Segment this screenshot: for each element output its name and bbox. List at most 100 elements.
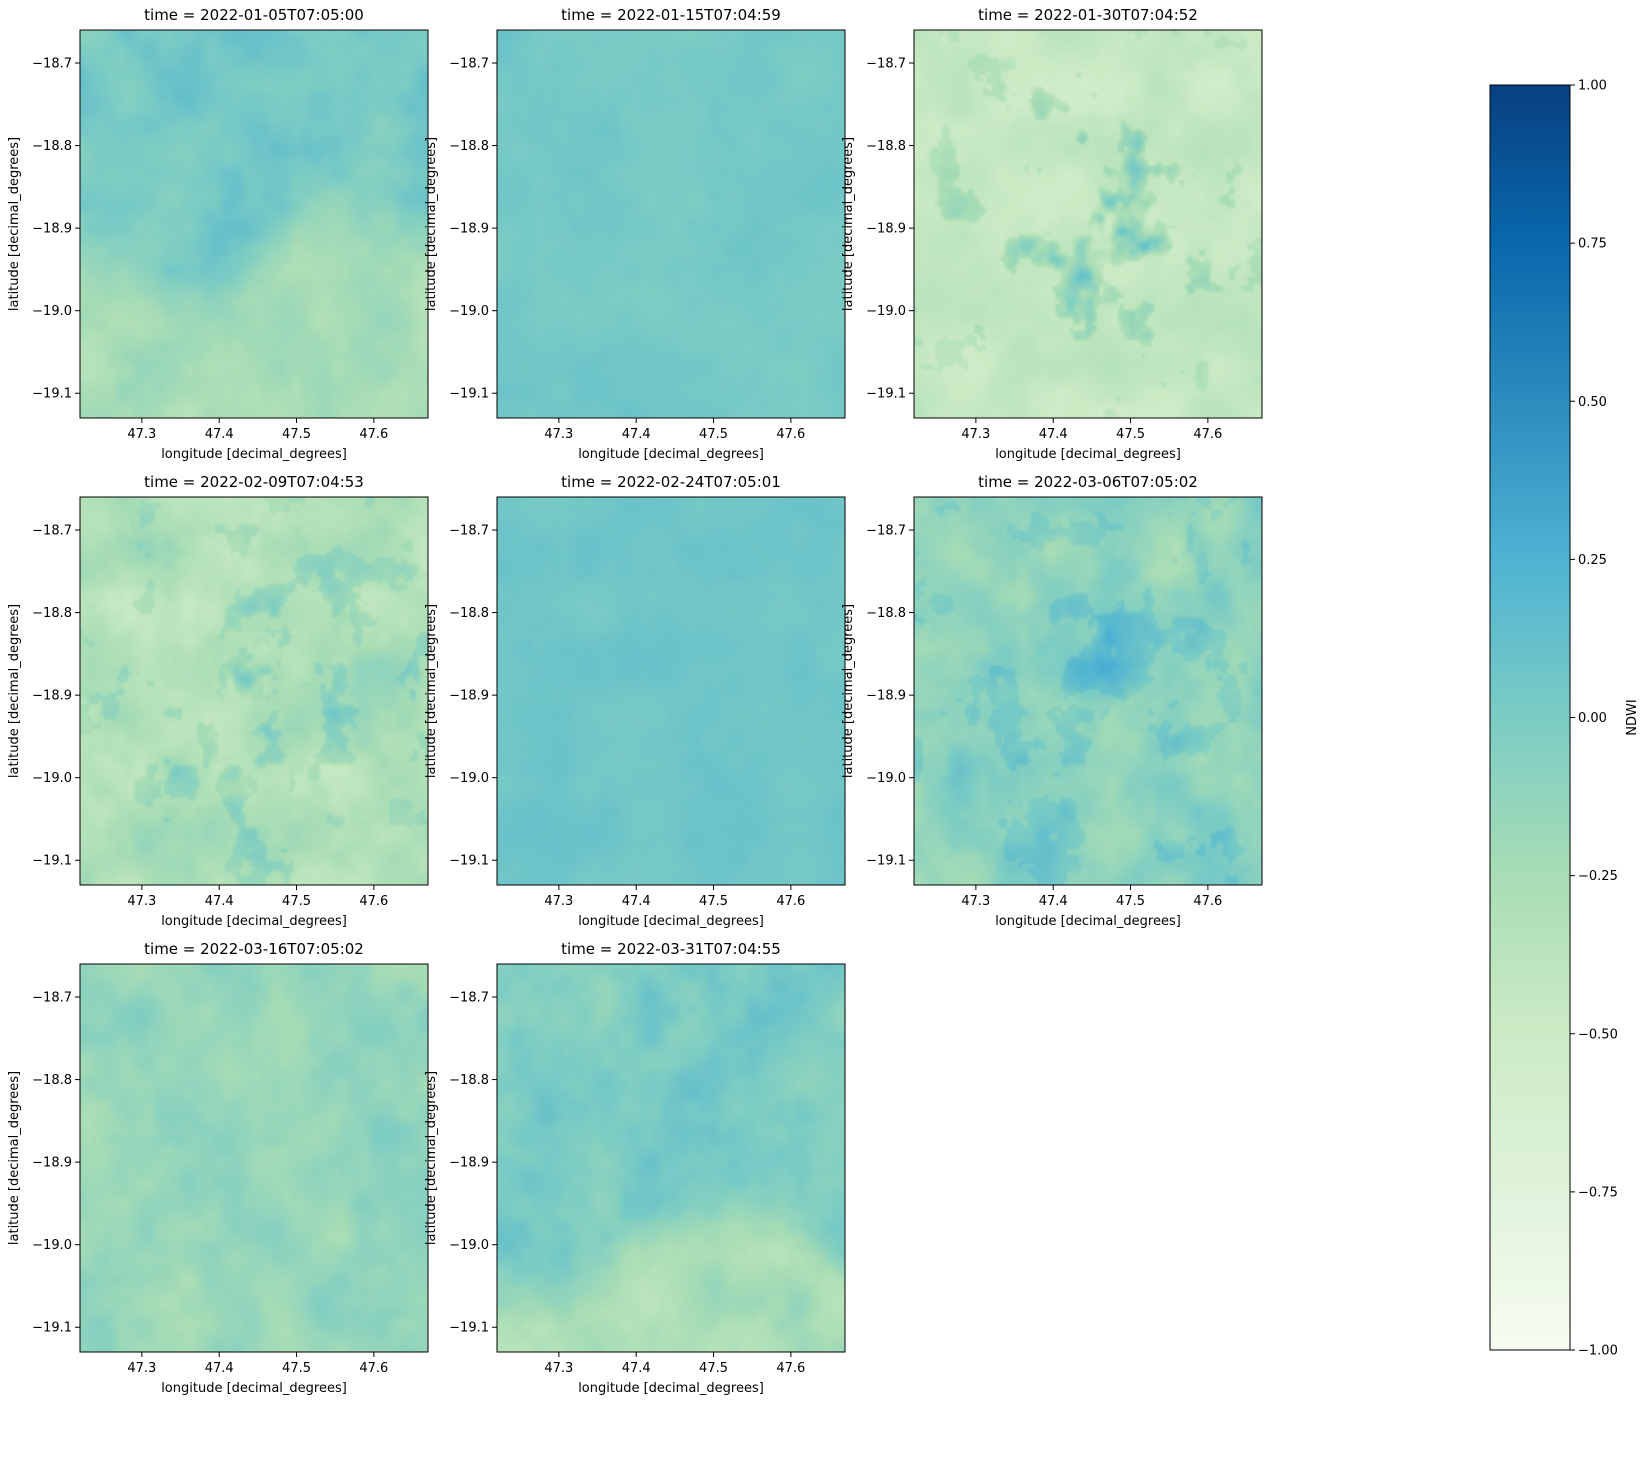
y-tick-label: −18.8: [449, 139, 489, 154]
x-tick-label: 47.5: [699, 1361, 728, 1376]
x-axis-label: longitude [decimal_degrees]: [578, 1381, 764, 1396]
y-tick-label: −18.8: [866, 139, 906, 154]
plot-frame: [79, 963, 429, 1353]
y-axis-label: latitude [decimal_degrees]: [424, 604, 439, 778]
y-tick-label: −18.8: [449, 1073, 489, 1088]
ndwi-raster: [914, 497, 1262, 885]
y-tick-label: −18.7: [866, 57, 906, 72]
x-tick-label: 47.4: [1039, 894, 1068, 909]
plot-frame: [496, 496, 846, 886]
y-axis-label: latitude [decimal_degrees]: [424, 1071, 439, 1245]
x-tick-label: 47.6: [776, 894, 805, 909]
y-axis-label: latitude [decimal_degrees]: [841, 604, 856, 778]
y-tick-label: −19.0: [449, 1238, 489, 1253]
x-tick-label: 47.5: [1116, 894, 1145, 909]
x-axis-label: longitude [decimal_degrees]: [161, 914, 347, 929]
x-tick-label: 47.5: [282, 427, 311, 442]
colorbar-label: NDWI: [1625, 699, 1640, 735]
y-tick-label: −18.9: [32, 1156, 72, 1171]
y-tick-label: −19.1: [449, 1321, 489, 1336]
y-tick-label: −18.8: [32, 1073, 72, 1088]
y-tick-label: −18.7: [32, 57, 72, 72]
panel-title: time = 2022-01-15T07:04:59: [561, 6, 781, 24]
x-axis-label: longitude [decimal_degrees]: [995, 914, 1181, 929]
x-axis-label: longitude [decimal_degrees]: [578, 447, 764, 462]
y-tick-label: −19.0: [32, 771, 72, 786]
panel: time = 2022-01-05T07:05:00 47.3 47.4 47.5 47…: [7, 6, 429, 462]
x-tick-label: 47.4: [205, 427, 234, 442]
y-tick-label: −19.0: [866, 304, 906, 319]
x-tick-label: 47.6: [359, 1361, 388, 1376]
y-axis-label: latitude [decimal_degrees]: [7, 137, 22, 311]
x-tick-label: 47.3: [961, 894, 990, 909]
y-tick-label: −19.1: [32, 1321, 72, 1336]
panel-title: time = 2022-02-24T07:05:01: [561, 473, 781, 491]
y-tick-label: −19.1: [32, 387, 72, 402]
x-tick-label: 47.3: [544, 427, 573, 442]
y-tick-label: −19.0: [449, 304, 489, 319]
panel-title: time = 2022-01-30T07:04:52: [978, 6, 1198, 24]
y-tick-label: −18.7: [449, 57, 489, 72]
y-axis-label: latitude [decimal_degrees]: [841, 137, 856, 311]
y-tick-label: −18.9: [449, 689, 489, 704]
panel-grid: time = 2022-01-05T07:05:00 47.3 47.4 47.5 47…: [7, 6, 1263, 1396]
ndwi-raster: [497, 964, 845, 1352]
panel-title: time = 2022-01-05T07:05:00: [144, 6, 364, 24]
y-tick-label: −18.7: [866, 524, 906, 539]
colorbar-tick-label: 0.25: [1578, 553, 1607, 568]
colorbar: 1.00 0.75 0.50 0.25 0.00 −0.25 −0.50 −0.75 −1.00…: [1489, 79, 1640, 1359]
plot-frame: [496, 963, 846, 1353]
ndwi-raster: [497, 30, 845, 418]
x-tick-label: 47.6: [1193, 894, 1222, 909]
colorbar-tick-label: −0.50: [1578, 1027, 1618, 1042]
x-axis-label: longitude [decimal_degrees]: [161, 1381, 347, 1396]
x-tick-label: 47.3: [544, 894, 573, 909]
x-tick-label: 47.4: [205, 894, 234, 909]
y-tick-label: −19.1: [32, 854, 72, 869]
y-tick-label: −19.1: [866, 854, 906, 869]
x-tick-label: 47.4: [1039, 427, 1068, 442]
x-axis-label: longitude [decimal_degrees]: [578, 914, 764, 929]
y-axis-label: latitude [decimal_degrees]: [424, 137, 439, 311]
panel: time = 2022-03-16T07:05:02 47.3 47.4 47.5 47…: [7, 940, 429, 1396]
x-tick-label: 47.6: [359, 427, 388, 442]
y-tick-label: −18.9: [449, 1156, 489, 1171]
x-tick-label: 47.6: [776, 1361, 805, 1376]
plot-frame: [913, 29, 1263, 419]
ndwi-raster: [80, 964, 428, 1352]
plot-frame: [79, 29, 429, 419]
y-tick-label: −18.8: [449, 606, 489, 621]
y-tick-label: −18.7: [449, 991, 489, 1006]
panel-title: time = 2022-03-06T07:05:02: [978, 473, 1198, 491]
y-tick-label: −18.9: [32, 689, 72, 704]
panel: time = 2022-03-31T07:04:55 47.3 47.4 47.5 47…: [424, 940, 846, 1396]
x-tick-label: 47.4: [622, 427, 651, 442]
y-tick-label: −19.1: [449, 387, 489, 402]
y-tick-label: −18.9: [32, 222, 72, 237]
x-tick-label: 47.5: [699, 894, 728, 909]
y-tick-label: −18.9: [866, 222, 906, 237]
x-tick-label: 47.5: [699, 427, 728, 442]
y-tick-label: −18.9: [866, 689, 906, 704]
panel: time = 2022-03-06T07:05:02 47.3 47.4 47.5 47…: [841, 473, 1263, 929]
plot-frame: [79, 496, 429, 886]
y-tick-label: −18.8: [32, 606, 72, 621]
panel-title: time = 2022-03-16T07:05:02: [144, 940, 364, 958]
x-tick-label: 47.4: [622, 1361, 651, 1376]
y-tick-label: −19.0: [866, 771, 906, 786]
colorbar-tick-label: 0.50: [1578, 395, 1607, 410]
colorbar-tick-label: 1.00: [1578, 79, 1607, 94]
y-axis-label: latitude [decimal_degrees]: [7, 1071, 22, 1245]
colorbar-tick-label: 0.00: [1578, 711, 1607, 726]
x-tick-label: 47.4: [205, 1361, 234, 1376]
plot-frame: [496, 29, 846, 419]
panel: time = 2022-01-30T07:04:52 47.3 47.4 47.5 47…: [841, 6, 1263, 462]
y-tick-label: −19.0: [32, 1238, 72, 1253]
y-tick-label: −18.7: [32, 991, 72, 1006]
colorbar-tick-label: 0.75: [1578, 237, 1607, 252]
x-tick-label: 47.6: [359, 894, 388, 909]
y-tick-label: −18.8: [866, 606, 906, 621]
x-tick-label: 47.3: [127, 427, 156, 442]
panel: time = 2022-02-09T07:04:53 47.3 47.4 47.5 47…: [7, 473, 429, 929]
